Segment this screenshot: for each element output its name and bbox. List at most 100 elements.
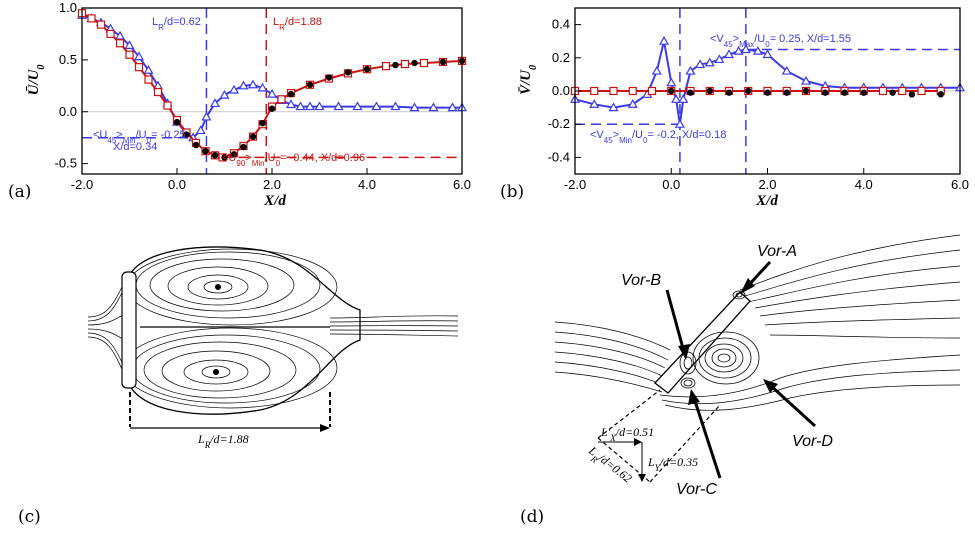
data-point-triangle [333, 101, 344, 111]
data-point-circle [687, 89, 694, 96]
chart-b-panel-label: (b) [500, 182, 524, 202]
data-point-triangle [781, 65, 792, 75]
data-point-circle [240, 143, 247, 151]
data-point-triangle [124, 40, 135, 49]
data-point-square [153, 87, 163, 97]
data-point-triangle [314, 101, 325, 111]
data-point-circle [211, 152, 219, 159]
panel-d-label: (d) [520, 507, 544, 527]
chart-b-ylabel: V̄/U0 [518, 65, 539, 95]
data-point-circle [937, 91, 944, 98]
data-point-triangle [352, 101, 363, 111]
data-point-triangle [733, 45, 744, 55]
data-point-triangle [752, 45, 763, 55]
data-point-square [115, 39, 125, 48]
data-point-circle [822, 89, 829, 96]
x-tick-label: 0.0 [662, 177, 680, 192]
data-point-triangle [723, 49, 735, 59]
y-tick-label: 1.0 [59, 0, 77, 15]
x-tick-label: 6.0 [453, 177, 471, 192]
data-point-triangle [608, 102, 619, 112]
data-point-circle [668, 87, 675, 95]
data-point-circle [344, 69, 352, 76]
data-point-triangle [228, 84, 240, 94]
data-point-triangle [800, 75, 812, 85]
data-point-circle [259, 119, 266, 127]
annotation-u45-min: <U45>Min/U0= -0.25, [93, 129, 189, 145]
data-point-triangle [238, 80, 249, 90]
data-point-square [898, 86, 907, 96]
data-point-square [917, 86, 926, 96]
data-point-square [400, 59, 410, 69]
data-point-circle [889, 89, 896, 96]
data-point-triangle [409, 102, 420, 112]
vortex-label-d: Vor-D [792, 433, 833, 450]
x-tick-label: 2.0 [263, 177, 281, 192]
vortex-label-a: Vor-A [757, 243, 797, 260]
x-tick-label: 6.0 [951, 177, 969, 192]
data-point-triangle [247, 79, 259, 89]
data-point-triangle [201, 111, 212, 121]
data-point-triangle [195, 125, 206, 135]
data-point-triangle [658, 35, 670, 45]
chart-a-panel-label: (a) [8, 182, 31, 202]
streamline-plot-d: Vor-A Vor-B Vor-C Vor-D L'X/d=0.51 LY/d=… [520, 234, 961, 527]
y-tick-label: -0.4 [548, 149, 570, 164]
data-point-triangle [285, 99, 297, 109]
annotation-v45-min: <V45>Min/U0= -0.2, X/d=0.18 [590, 129, 726, 145]
data-point-square [125, 50, 134, 59]
panel-c-label: (c) [18, 507, 41, 527]
data-point-square [419, 58, 429, 68]
chart-a: -2.0 0.0 2.0 4.0 6.0 -0.5 0.0 0.5 1.0 Ū/U0 X/d (… [8, 0, 471, 209]
data-point-triangle [390, 101, 401, 111]
data-point-circle [268, 105, 276, 112]
data-point-triangle [678, 94, 689, 103]
annotation-u45-min-x: X/d=0.34 [113, 141, 157, 153]
data-point-circle [392, 61, 399, 69]
data-point-circle [363, 66, 371, 73]
data-point-triangle [674, 118, 685, 128]
y-tick-label: -0.5 [55, 156, 77, 171]
chart-a-xlabel: X/d [263, 193, 286, 209]
length-label-lx: L'X/d=0.51 [600, 425, 654, 443]
chart-b-xlabel: X/d [755, 193, 778, 209]
vortex-label-b: Vor-B [621, 272, 661, 289]
data-point-circle [306, 81, 314, 88]
streamline-plot-c: LR/d=1.88 (c) [18, 246, 459, 527]
data-point-triangle [428, 102, 439, 112]
x-tick-label: 4.0 [358, 177, 376, 192]
y-tick-label: 0.5 [59, 52, 77, 67]
data-point-square [878, 86, 888, 96]
data-point-square [381, 61, 391, 71]
data-point-triangle [695, 59, 706, 69]
data-point-circle [173, 118, 181, 126]
data-point-circle [706, 87, 713, 95]
data-point-triangle [666, 77, 677, 87]
data-point-triangle [685, 65, 696, 75]
length-label-lr: LR/d=0.62 [583, 443, 635, 489]
data-point-square [277, 95, 286, 104]
y-tick-label: -0.2 [548, 116, 570, 131]
annotation-lr-blue: LR/d=0.62 [152, 16, 201, 32]
data-point-triangle [762, 49, 773, 59]
data-point-triangle [627, 99, 638, 108]
panel-c-length-label: LR/d=1.88 [197, 432, 249, 450]
data-point-triangle [304, 101, 316, 111]
x-tick-label: 4.0 [855, 177, 873, 192]
data-point-triangle [209, 98, 221, 108]
data-point-triangle [589, 99, 600, 108]
y-tick-label: 0.4 [552, 17, 570, 32]
data-point-circle [841, 89, 848, 96]
annotation-lr-red: LR/d=1.88 [273, 16, 322, 32]
data-point-triangle [133, 51, 145, 61]
y-tick-label: 0.0 [59, 104, 77, 119]
data-point-circle [783, 89, 790, 96]
x-tick-label: 0.0 [168, 177, 186, 192]
annotation-v45-max: <V45>Max/U0= 0.25, X/d=1.55 [710, 33, 851, 49]
data-point-triangle [740, 44, 751, 54]
vortex-label-c: Vor-C [676, 481, 717, 498]
data-point-square [87, 14, 96, 23]
chart-b: -2.0 0.0 2.0 4.0 6.0-0.4-0.20.00.20.4 V̄/U0 … [500, 7, 969, 209]
data-point-triangle [704, 57, 715, 67]
